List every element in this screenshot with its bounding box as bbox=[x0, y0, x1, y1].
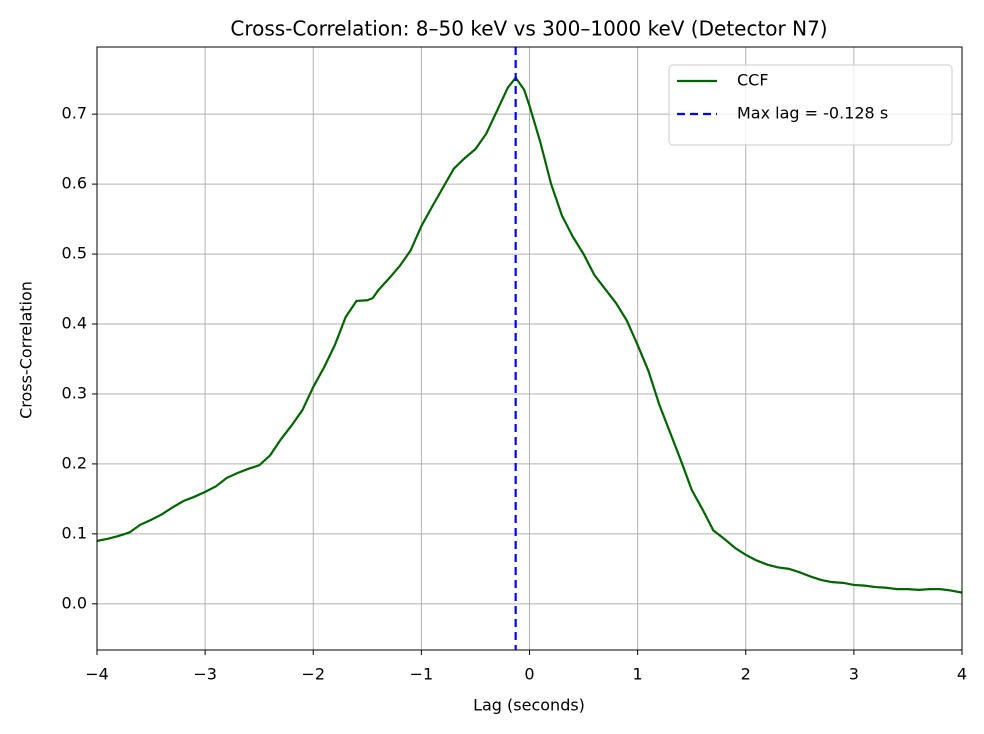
x-tick-label: 0 bbox=[524, 665, 534, 684]
data-line bbox=[96, 75, 963, 594]
y-tick-label: 0.6 bbox=[62, 174, 87, 193]
y-tick-label: 0.1 bbox=[62, 523, 87, 542]
x-tick-label: 2 bbox=[741, 665, 751, 684]
legend-label: Max lag = -0.128 s bbox=[737, 104, 888, 123]
y-tick-label: 0.0 bbox=[62, 593, 87, 612]
y-axis-label: Cross-Correlation bbox=[17, 281, 36, 419]
y-tick-label: 0.3 bbox=[62, 383, 87, 402]
x-axis-label: Lag (seconds) bbox=[473, 696, 585, 715]
y-tick-label: 0.7 bbox=[62, 104, 87, 123]
legend-label: CCF bbox=[737, 71, 769, 90]
x-tick-label: 4 bbox=[957, 665, 967, 684]
x-tick-label: −1 bbox=[410, 665, 434, 684]
plot-frame bbox=[96, 46, 963, 651]
x-tick-label: −3 bbox=[193, 665, 217, 684]
chart-title: Cross-Correlation: 8–50 keV vs 300–1000 … bbox=[230, 17, 827, 41]
x-tick-label: −4 bbox=[85, 665, 109, 684]
x-tick-label: −2 bbox=[301, 665, 325, 684]
y-tick-label: 0.2 bbox=[62, 453, 87, 472]
y-tick-label: 0.4 bbox=[62, 314, 87, 333]
y-tick-label: 0.5 bbox=[62, 244, 87, 263]
x-tick-label: 1 bbox=[633, 665, 643, 684]
legend-box bbox=[668, 64, 953, 146]
x-tick-label: 3 bbox=[849, 665, 859, 684]
